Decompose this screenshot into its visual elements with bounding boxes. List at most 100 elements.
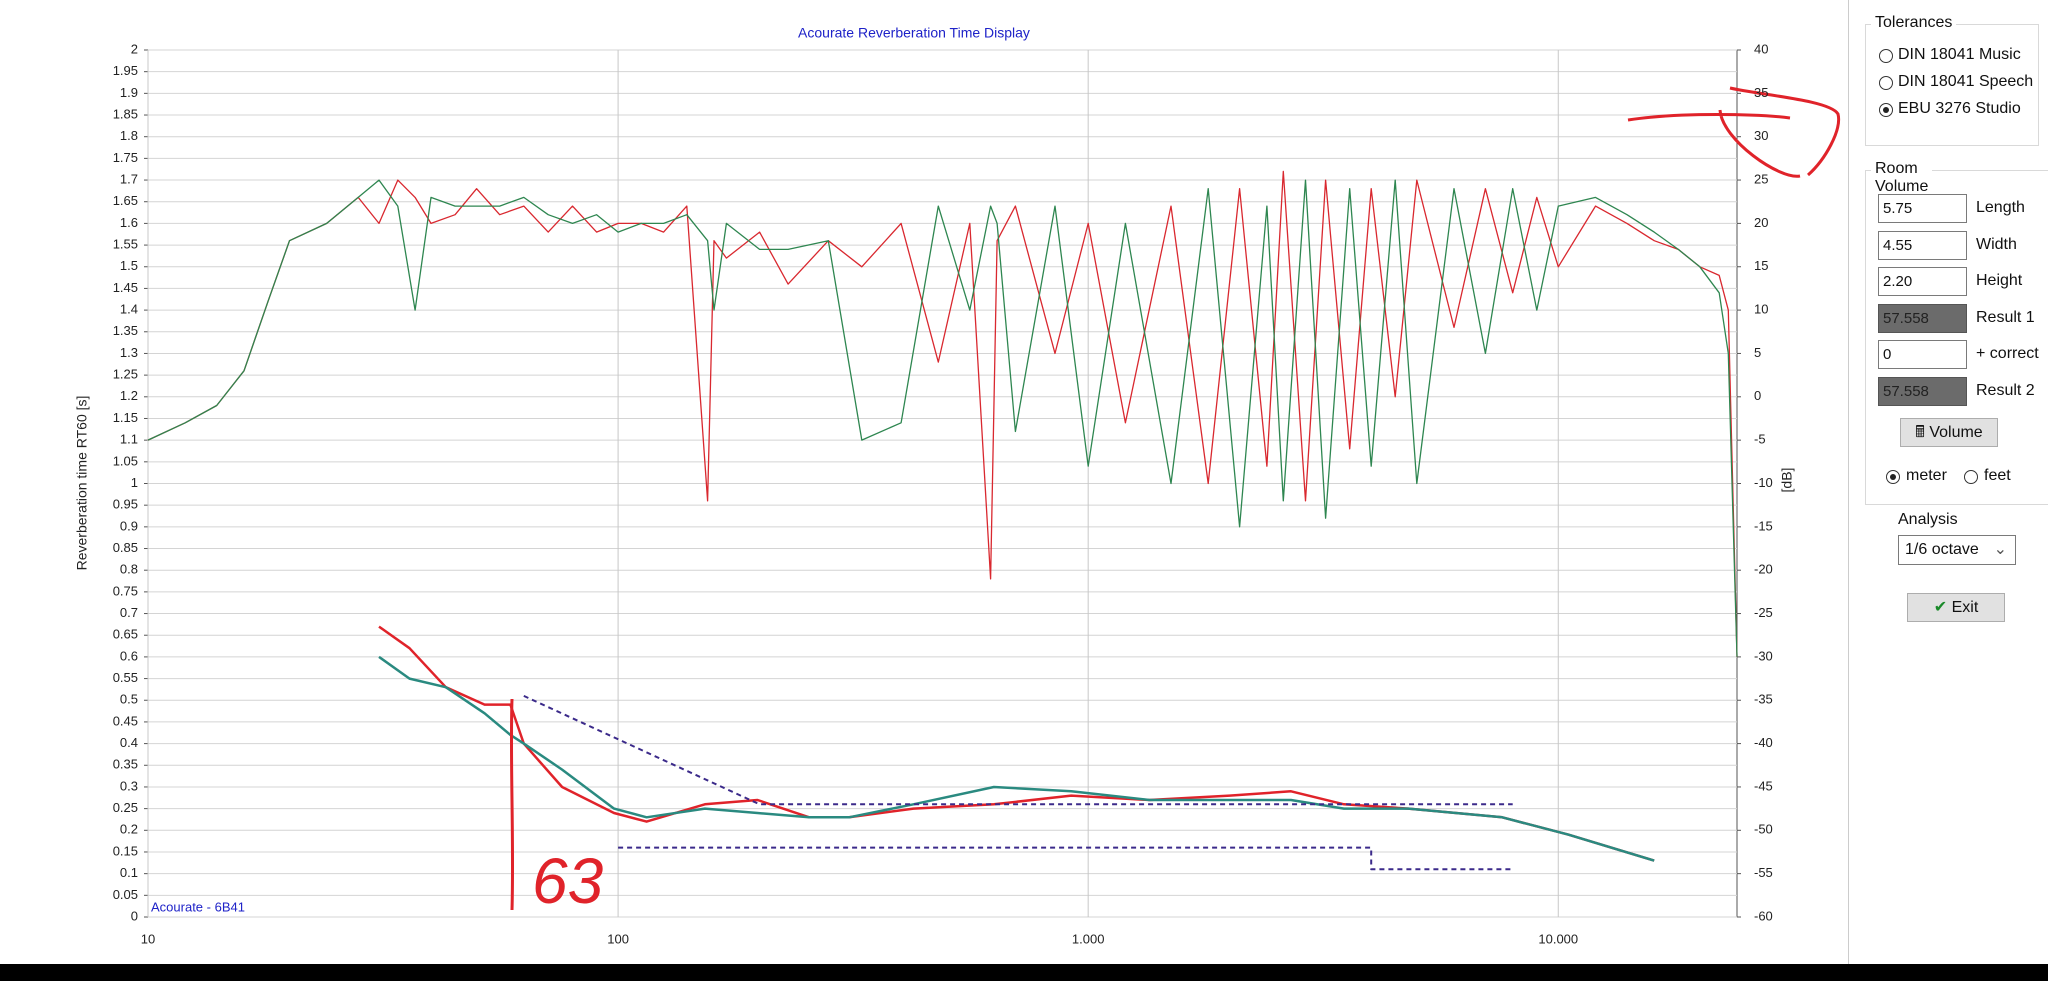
y2-tick-label: -15 [1754, 518, 1773, 533]
radio-label[interactable]: DIN 18041 Speech [1898, 73, 2034, 90]
y-tick-label: 0.65 [113, 627, 138, 642]
field-label: Result 1 [1976, 308, 2035, 326]
y-tick-label: 1.4 [120, 302, 138, 317]
text-field[interactable]: 5.75 [1878, 194, 1967, 223]
y2-axis-label: [dB] [1779, 468, 1795, 493]
volume-button[interactable]: 🖩 Volume [1900, 418, 1998, 447]
y-tick-label: 0.45 [113, 713, 138, 728]
y-tick-label: 1.15 [113, 410, 138, 425]
chart: Acourate Reverberation Time Display Reve… [74, 25, 1841, 946]
y-tick-label: 1.45 [113, 280, 138, 295]
y-tick-label: 1.65 [113, 193, 138, 208]
radio-label[interactable]: feet [1984, 467, 2011, 484]
y2-tick-label: 35 [1754, 85, 1768, 100]
y-tick-label: 0.85 [113, 540, 138, 555]
y2-tick-label: 20 [1754, 215, 1768, 230]
y-tick-label: 1.85 [113, 106, 138, 121]
radio[interactable] [1879, 49, 1893, 63]
y2-tick-label: -50 [1754, 822, 1773, 837]
radio-label[interactable]: EBU 3276 Studio [1898, 100, 2021, 117]
separator [1848, 0, 1849, 964]
annotation-text: 63 [532, 845, 604, 917]
y-tick-label: 1.9 [120, 85, 138, 100]
y-tick-label: 1.7 [120, 171, 138, 186]
y-tick-label: 0.2 [120, 822, 138, 837]
radio-label[interactable]: DIN 18041 Music [1898, 46, 2021, 63]
radio[interactable] [1879, 76, 1893, 90]
y2-tick-label: -5 [1754, 432, 1766, 447]
y2-tick-label: 0 [1754, 388, 1761, 403]
analysis-label: Analysis [1898, 511, 1958, 528]
button-label[interactable]: Volume [1929, 424, 1983, 441]
series-line [378, 655, 1655, 862]
chart-title: Acourate Reverberation Time Display [798, 25, 1030, 41]
y-tick-label: 0.9 [120, 518, 138, 533]
series-line [147, 170, 1738, 657]
y-tick-label: 1.2 [120, 388, 138, 403]
y-tick-label: 1.1 [120, 432, 138, 447]
y2-tick-label: -40 [1754, 735, 1773, 750]
field-label: Height [1976, 272, 2023, 289]
y-tick-label: 1.6 [120, 215, 138, 230]
radio[interactable] [1879, 103, 1893, 117]
y2-tick-label: -35 [1754, 692, 1773, 707]
radio[interactable] [1964, 470, 1978, 484]
field-label: Result 2 [1976, 381, 2035, 399]
radio[interactable] [1886, 470, 1900, 484]
y2-tick-label: -30 [1754, 648, 1773, 663]
y2-tick-label: -45 [1754, 778, 1773, 793]
y-tick-label: 1.55 [113, 237, 138, 252]
y-tick-label: 0.95 [113, 497, 138, 512]
exit-button[interactable]: ✔ Exit [1907, 593, 2005, 622]
y-tick-label: 1.05 [113, 453, 138, 468]
y-tick-label: 1.75 [113, 150, 138, 165]
series-line [147, 179, 1738, 657]
y-tick-label: 0.25 [113, 800, 138, 815]
text-field[interactable]: 0 [1878, 340, 1967, 369]
y-tick-label: 0.8 [120, 562, 138, 577]
annotation-line [509, 698, 515, 911]
y2-tick-label: 25 [1754, 171, 1768, 186]
y2-tick-label: -10 [1754, 475, 1773, 490]
y-tick-label: 0.55 [113, 670, 138, 685]
y-tick-label: 0.6 [120, 648, 138, 663]
text-field[interactable]: 57.558 [1878, 303, 1967, 333]
y-tick-label: 1.5 [120, 258, 138, 273]
field-label: Width [1976, 235, 2017, 253]
text-field[interactable]: 2.20 [1878, 267, 1967, 296]
y-tick-label: 1.8 [120, 128, 138, 143]
y-tick-label: 0.5 [120, 692, 138, 707]
y-axis-label: Reverberation time RT60 [s] [74, 396, 90, 571]
y2-tick-label: 10 [1754, 302, 1768, 317]
y-tick-label: 0.35 [113, 757, 138, 772]
text-field[interactable]: 4.55 [1878, 230, 1967, 260]
y-tick-label: 1.3 [120, 345, 138, 360]
marks [147, 170, 1738, 871]
y-tick-label: 1 [131, 475, 138, 490]
y2-tick-label: 40 [1754, 41, 1768, 56]
y-tick-label: 0.15 [113, 843, 138, 858]
y-tick-label: 0.3 [120, 778, 138, 793]
field-label: Length [1976, 199, 2025, 216]
y2-tick-label: 30 [1754, 128, 1768, 143]
y2-tick-label: -55 [1754, 865, 1773, 880]
x-tick-label: 1.000 [1072, 931, 1105, 946]
select-value[interactable]: 1/6 octave [1905, 541, 1979, 558]
y2-tick-label: 5 [1754, 345, 1761, 360]
grid [144, 49, 1741, 918]
y-tick-label: 0.75 [113, 583, 138, 598]
annotation-arrow [1627, 86, 1841, 178]
taskbar-strip [0, 964, 2048, 981]
analysis-select[interactable]: 1/6 octave ⌄ [1898, 535, 2016, 565]
button-label[interactable]: Exit [1951, 599, 1979, 616]
y-tick-label: 0.1 [120, 865, 138, 880]
y2-tick-label: -20 [1754, 562, 1773, 577]
y-tick-label: 2 [131, 41, 138, 56]
watermark: Acourate - 6B41 [151, 899, 245, 914]
y2-tick-label: -25 [1754, 605, 1773, 620]
x-tick-label: 100 [607, 931, 629, 946]
text-field[interactable]: 57.558 [1878, 376, 1967, 406]
y-tick-label: 0 [131, 908, 138, 923]
radio-label[interactable]: meter [1906, 467, 1947, 484]
